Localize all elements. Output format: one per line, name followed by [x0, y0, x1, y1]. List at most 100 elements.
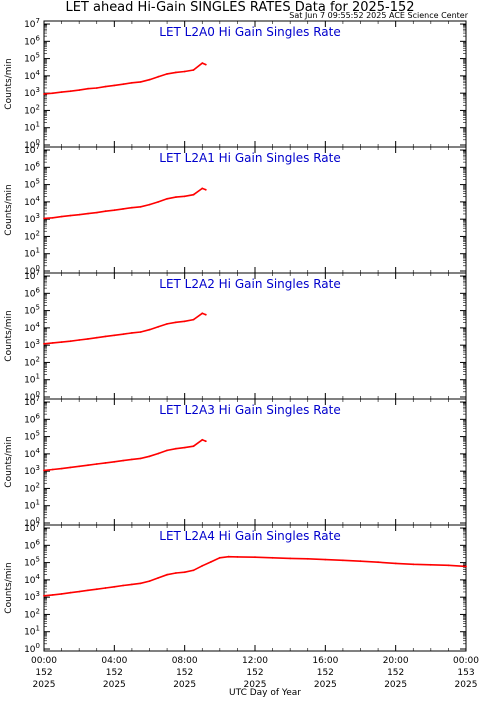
y-tick-exponent: 1 [36, 247, 40, 255]
y-tick-exponent: 3 [36, 338, 40, 346]
y-tick-exponent: 5 [36, 556, 40, 564]
rate-data-point [175, 321, 177, 324]
panel-frame [43, 146, 467, 274]
rate-data-point [166, 73, 169, 75]
y-tick-label: 101 [24, 121, 40, 134]
rate-data-point [166, 573, 169, 576]
y-tick-label: 105 [24, 52, 40, 65]
rate-data-point [122, 83, 124, 86]
rate-data-point [201, 312, 204, 315]
rate-data-point [394, 562, 397, 565]
rate-data-point [131, 81, 133, 84]
rate-data-point [78, 213, 81, 216]
y-tick-label: 106 [24, 286, 40, 299]
rate-data-point [175, 572, 177, 574]
y-tick-exponent: 5 [36, 430, 40, 438]
rate-data-point [148, 580, 151, 582]
rate-data-point [131, 583, 133, 586]
rate-data-point [157, 201, 160, 203]
rate-data-point [122, 208, 124, 210]
rate-data-point [183, 446, 186, 449]
x-tick-label-doy: 152 [176, 668, 193, 678]
x-tick-label-doy: 152 [35, 668, 52, 678]
rate-data-point [166, 197, 169, 200]
rate-data-point [157, 325, 160, 328]
rate-data-point [210, 561, 212, 563]
rate-data-point [254, 556, 256, 559]
y-tick-label: 103 [24, 590, 40, 603]
chart-panel-4: 100 101 102 103 104 105 106 1 0 7 Counts/min LET L2… [4, 521, 467, 655]
rate-data-point [43, 93, 45, 95]
rate-data-point [69, 214, 72, 217]
rate-data-point [192, 193, 195, 196]
rate-data-point [183, 320, 186, 323]
rate-series-line [43, 555, 467, 597]
y-tick-label: 106 [24, 160, 40, 173]
y-tick-exponent: 7 [36, 269, 40, 277]
rate-data-point [201, 62, 204, 64]
y-tick-label: 102 [24, 103, 40, 116]
x-axis-title: UTC Day of Year [229, 688, 301, 698]
rate-data-point [104, 462, 107, 464]
y-tick-label: 104 [24, 321, 40, 334]
rate-data-point [412, 563, 415, 566]
rate-data-point [192, 569, 195, 572]
rate-data-point [359, 560, 362, 563]
rate-data-point [148, 203, 151, 206]
y-tick-exponent: 5 [36, 52, 40, 60]
x-tick-label-time: 16:00 [312, 656, 338, 666]
rate-data-point [192, 318, 195, 321]
rate-data-point [51, 594, 54, 596]
rate-data-point [429, 563, 432, 566]
rate-data-point [175, 71, 177, 74]
y-tick-exponent: 4 [36, 321, 41, 329]
y-tick-label: 103 [24, 86, 40, 99]
rate-data-point [227, 555, 230, 558]
rate-data-point [113, 209, 116, 212]
rate-data-point [60, 341, 63, 343]
y-tick-label: 105 [24, 178, 40, 191]
rate-data-point [148, 78, 151, 81]
y-tick-label: 105 [24, 304, 40, 317]
y-tick-exponent: 5 [36, 304, 40, 312]
y-tick-exponent: 5 [36, 178, 40, 186]
rate-data-point [51, 92, 54, 95]
x-tick-label-doy: 152 [387, 668, 404, 678]
y-tick-label: 101 [24, 499, 40, 512]
rate-data-point [342, 559, 344, 562]
y-tick-label: 105 [24, 430, 40, 443]
rate-data-point [87, 464, 89, 467]
rate-data-point [201, 564, 204, 567]
rate-data-point [201, 438, 204, 441]
y-axis-label: Counts/min [4, 562, 14, 613]
rate-data-point [78, 89, 81, 91]
rate-data-point [113, 585, 116, 588]
rate-data-point [183, 70, 186, 73]
rate-data-point [157, 452, 160, 455]
rate-data-point [306, 557, 309, 560]
rate-data-point [104, 85, 107, 88]
rate-data-point [104, 587, 107, 589]
rate-data-point [131, 458, 133, 461]
y-tick-label: 104 [24, 447, 40, 460]
x-tick-label-doy: 153 [457, 668, 474, 678]
rate-data-point [60, 215, 63, 218]
x-tick-label-year: 2025 [33, 680, 56, 690]
rate-data-point [204, 188, 207, 191]
rate-data-point [204, 63, 207, 66]
y-tick-label: 103 [24, 212, 40, 225]
rate-data-point [69, 591, 72, 594]
y-axis-label: Counts/min [4, 436, 14, 487]
x-tick-label-year: 2025 [173, 680, 196, 690]
y-tick-exponent: 6 [36, 412, 41, 420]
y-tick-exponent: 2 [36, 355, 40, 363]
rate-data-point [78, 465, 81, 468]
rate-data-point [289, 557, 292, 560]
rate-data-point [166, 323, 169, 325]
y-tick-exponent: 7 [36, 395, 40, 403]
y-tick-exponent: 6 [36, 286, 41, 294]
rate-data-point [69, 90, 72, 93]
rate-series-line [43, 187, 207, 220]
rate-data-point [122, 459, 124, 462]
